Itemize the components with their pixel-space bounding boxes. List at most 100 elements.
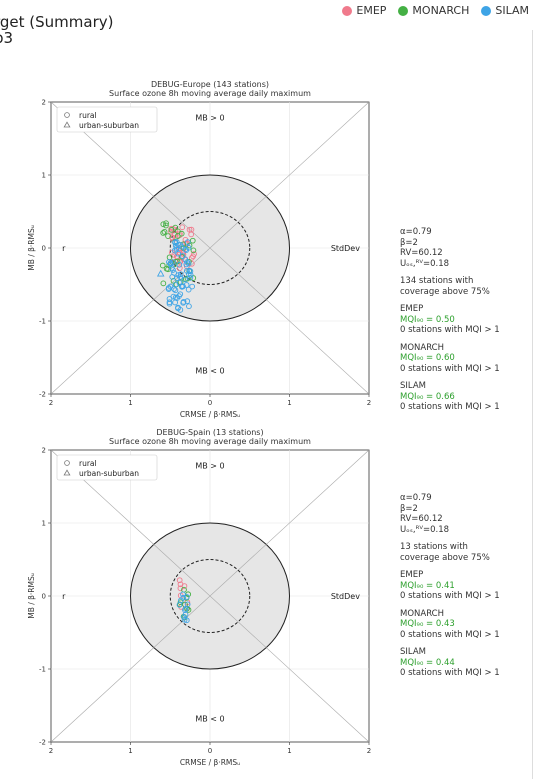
legend-item-monarch[interactable]: MONARCH <box>398 4 469 17</box>
scatter-point-emep <box>179 224 186 231</box>
scatter-point-monarch <box>159 262 166 269</box>
coverage-line2: coverage above 75% <box>400 552 490 563</box>
page-title: rget (Summary) p3 <box>0 14 114 46</box>
marker-legend-rural: rural <box>79 111 97 120</box>
scatter-point-emep <box>190 253 196 260</box>
scatter-point-silam <box>187 274 194 281</box>
mqi-value: MQI₉₀ = 0.66 <box>400 391 455 402</box>
label-mb-positive: MB > 0 <box>195 113 224 122</box>
scatter-point-monarch <box>175 228 181 235</box>
model-name: EMEP <box>400 304 424 314</box>
scatter-point-emep <box>176 577 183 584</box>
label-stddev: StdDev <box>331 592 360 601</box>
scatter-point-silam <box>182 611 189 618</box>
rv-text: RV=60.12 <box>400 248 443 258</box>
stats-panel-europe: α=0.79 β=2 RV=60.12 Uₒₛ,ᴿⱽ=0.18 134 stat… <box>400 227 500 413</box>
scatter-point-silam <box>172 287 179 294</box>
y-tick-label: -2 <box>39 739 46 747</box>
scatter-point-silam <box>182 276 188 283</box>
inner-dashed-circle <box>169 559 251 633</box>
y-tick-label: 1 <box>42 520 46 528</box>
scatter-point-silam <box>171 286 177 292</box>
mqi-stations: 0 stations with MQI > 1 <box>400 629 500 640</box>
label-mb-positive: MB > 0 <box>195 461 224 470</box>
y-tick-label: 0 <box>42 593 46 601</box>
scatter-point-monarch <box>178 253 185 260</box>
model-legend: EMEP MONARCH SILAM <box>342 4 529 17</box>
scatter-point-silam <box>186 303 192 310</box>
x-tick-label: 1 <box>128 399 132 407</box>
scatter-point-silam <box>180 591 186 598</box>
y-tick-label: -2 <box>39 391 46 399</box>
scatter-point-emep <box>171 252 178 258</box>
mqi-value: MQI₉₀ = 0.43 <box>400 619 455 629</box>
model-name: SILAM <box>400 647 426 657</box>
legend-item-emep[interactable]: EMEP <box>342 4 386 17</box>
scatter-point-silam <box>184 268 190 274</box>
y-tick-label: -1 <box>39 666 46 674</box>
beta-text: β=2 <box>400 237 418 248</box>
scatter-point-monarch <box>160 230 167 236</box>
target-plot-spain: DEBUG-Spain (13 stations) Surface ozone … <box>27 428 371 767</box>
scatter-point-silam <box>175 250 182 257</box>
scatter-point-emep <box>176 265 183 271</box>
plot-body: MB > 0 MB < 0 r StdDev 2 1 0 1 2 2 1 0 -1 -2 ruralurba… <box>39 99 371 408</box>
scatter-point-silam <box>179 284 185 290</box>
x-axis-label: CRMSE / β·RMSᵤ <box>180 758 240 767</box>
scatter-point-silam <box>171 270 177 276</box>
label-stddev: StdDev <box>331 244 360 253</box>
scatter-point-silam <box>183 594 190 600</box>
scatter-point-silam <box>170 293 177 300</box>
scatter-point-silam <box>177 274 183 280</box>
legend-label-silam: SILAM <box>495 4 529 17</box>
mqi-value: MQI₉₀ = 0.60 <box>400 353 455 363</box>
page-title-line1: rget (Summary) <box>0 13 114 31</box>
scatter-point-silam <box>182 246 189 253</box>
scatter-point-emep <box>188 231 195 238</box>
scatter-point-silam <box>187 268 194 275</box>
x-tick-label: 2 <box>367 399 371 407</box>
marker-legend-triangle <box>63 469 71 476</box>
x-tick-label: 0 <box>208 399 212 407</box>
marker-legend-urban: urban-suburban <box>79 121 139 130</box>
scatter-point-silam <box>189 283 196 290</box>
scatter-point-silam <box>178 243 185 250</box>
scatter-point-monarch <box>189 237 196 244</box>
chart-title: DEBUG-Europe (143 stations) <box>151 80 269 89</box>
x-tick-label: 0 <box>208 747 212 755</box>
inner-dashed-circle <box>169 211 251 285</box>
x-tick-label: 1 <box>128 747 132 755</box>
scatter-point-silam <box>173 239 180 245</box>
scatter-point-monarch <box>190 247 197 254</box>
scatter-point-monarch <box>165 233 171 239</box>
coverage-line2: coverage above 75% <box>400 286 490 297</box>
legend-item-silam[interactable]: SILAM <box>481 4 529 17</box>
scatter-point-monarch <box>163 220 169 227</box>
scatter-point-silam <box>172 299 178 306</box>
legend-label-emep: EMEP <box>356 4 387 17</box>
target-plot-europe: DEBUG-Europe (143 stations) Surface ozon… <box>27 80 371 419</box>
diagonal-line <box>50 449 370 743</box>
scatter-point-silam <box>183 282 190 288</box>
marker-legend-box <box>56 454 158 481</box>
scatter-point-silam <box>167 261 174 268</box>
scatter-point-monarch <box>163 265 170 272</box>
marker-legend-rural: rural <box>79 459 97 468</box>
marker-legend-circle <box>64 112 70 118</box>
coverage-line1: 134 stations with <box>400 276 474 286</box>
rv-text: RV=60.12 <box>400 514 443 524</box>
scatter-point-silam <box>170 267 176 273</box>
marker-legend-triangle <box>63 121 71 128</box>
scatter-point-silam <box>177 307 184 313</box>
mqi-value: MQI₉₀ = 0.44 <box>400 657 455 668</box>
scatter-point-silam <box>184 298 191 304</box>
scatter-point-silam <box>172 242 179 249</box>
y-tick-label: 2 <box>42 99 46 107</box>
scatter-point-monarch <box>185 607 192 613</box>
scatter-point-emep <box>188 255 195 261</box>
x-axis-label: CRMSE / β·RMSᵤ <box>180 410 240 419</box>
x-tick-label: 1 <box>287 747 291 755</box>
scatter-point-monarch <box>161 228 168 235</box>
y-tick-label: 0 <box>42 245 46 253</box>
mqi-stations: 0 stations with MQI > 1 <box>400 591 500 601</box>
